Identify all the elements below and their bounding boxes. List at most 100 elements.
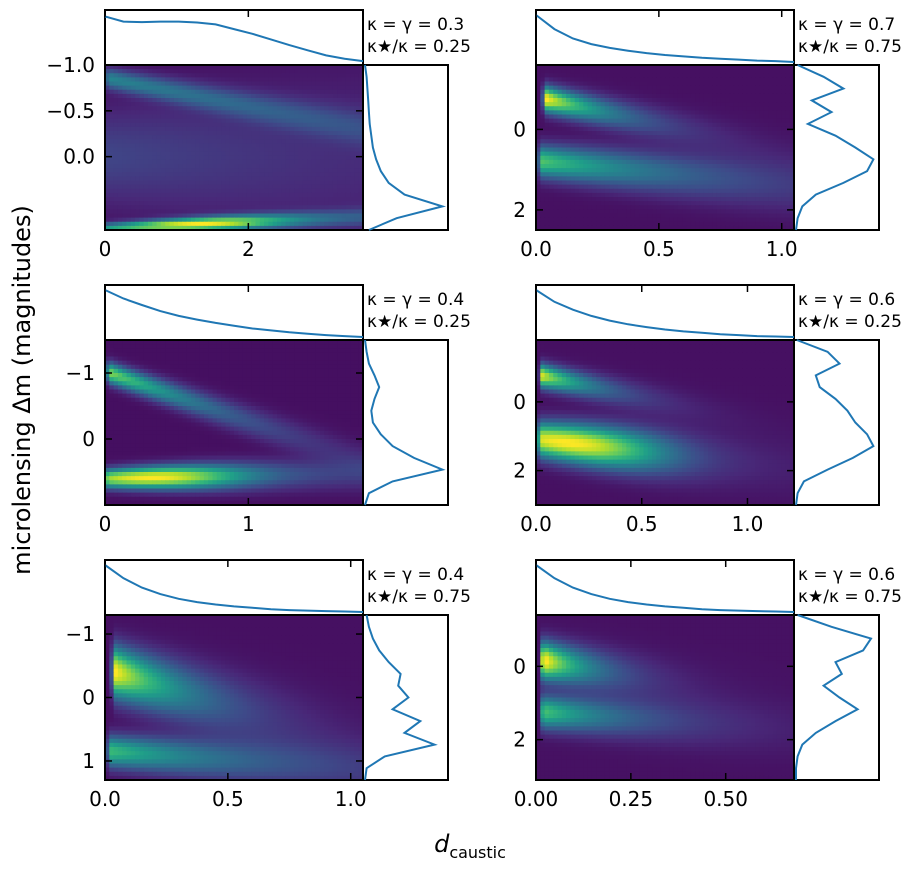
heatmap-cell — [733, 164, 739, 169]
heatmap-cell — [160, 118, 166, 124]
heatmap-cell — [354, 176, 360, 182]
heatmap-cell — [665, 151, 670, 157]
heatmap-cell — [251, 155, 257, 161]
heatmap-cell — [570, 147, 576, 153]
heatmap-cell — [660, 151, 666, 157]
heatmap-cell — [583, 89, 589, 95]
heatmap-cell — [789, 205, 795, 210]
heatmap-cell — [738, 89, 743, 95]
heatmap-cell — [117, 201, 123, 206]
heatmap-cell — [574, 102, 580, 107]
heatmap-cell — [212, 106, 218, 111]
heatmap-cell — [566, 188, 571, 194]
heatmap-cell — [251, 151, 257, 157]
heatmap-cell — [148, 205, 153, 210]
heatmap-cell — [212, 69, 218, 74]
heatmap-cell — [686, 155, 692, 161]
heatmap-cell — [716, 221, 722, 227]
heatmap-cell — [759, 69, 765, 74]
heatmap-cell — [609, 89, 614, 95]
heatmap-cell — [195, 73, 201, 78]
heatmap-cell — [225, 81, 231, 87]
heatmap-cell — [763, 65, 769, 70]
heatmap-cell — [720, 201, 726, 206]
heatmap-cell — [673, 98, 679, 103]
heatmap-cell — [143, 205, 149, 210]
heatmap-cell — [234, 168, 239, 173]
heatmap-cell — [587, 85, 593, 91]
heatmap-cell — [173, 205, 179, 210]
heatmap-cell — [686, 188, 692, 194]
heatmap-cell — [673, 155, 679, 161]
heatmap-cell — [772, 98, 778, 103]
heatmap-cell — [669, 106, 675, 111]
heatmap-cell — [712, 213, 718, 219]
heatmap-cell — [695, 164, 700, 169]
heatmap-cell — [285, 102, 291, 107]
heatmap-cell — [234, 114, 239, 120]
heatmap-cell — [647, 192, 653, 198]
heatmap-cell — [600, 93, 606, 99]
heatmap-cell — [755, 77, 761, 83]
heatmap-cell — [160, 85, 166, 91]
heatmap-cell — [561, 155, 567, 161]
heatmap-cell — [130, 159, 136, 165]
heatmap-cell — [746, 98, 752, 103]
heatmap-cell — [789, 98, 795, 103]
heatmap-cell — [561, 114, 567, 120]
heatmap-cell — [307, 340, 312, 345]
heatmap-cell — [238, 139, 244, 144]
heatmap-cell — [307, 81, 312, 87]
heatmap-cell — [221, 344, 226, 349]
heatmap-cell — [199, 81, 205, 87]
heatmap-cell — [703, 164, 709, 169]
heatmap-cell — [690, 122, 696, 128]
heatmap-cell — [285, 192, 291, 198]
heatmap-cell — [755, 118, 761, 124]
heatmap-cell — [772, 155, 778, 161]
heatmap-cell — [776, 172, 782, 177]
heatmap-cell — [130, 176, 136, 182]
heatmap-cell — [311, 197, 317, 202]
heatmap-cell — [281, 180, 287, 186]
heatmap-cell — [652, 184, 657, 190]
heatmap-cell — [289, 184, 295, 190]
heatmap-cell — [302, 139, 308, 144]
heatmap-cell — [548, 176, 554, 182]
heatmap-cell — [221, 184, 226, 190]
heatmap-cell — [311, 155, 317, 161]
heatmap-cell — [191, 122, 196, 128]
heatmap-cell — [165, 102, 171, 107]
heatmap-cell — [315, 98, 321, 103]
heatmap-cell — [350, 172, 355, 177]
heatmap-cell — [772, 213, 778, 219]
heatmap-cell — [544, 188, 550, 194]
heatmap-cell — [294, 209, 300, 215]
heatmap-cell — [337, 168, 343, 173]
heatmap-cell — [289, 85, 295, 91]
y-tick-label: −0.5 — [46, 99, 95, 123]
heatmap-cell — [212, 172, 218, 177]
heatmap-cell — [591, 197, 597, 202]
heatmap-cell — [165, 93, 171, 99]
heatmap-cell — [277, 184, 282, 190]
heatmap-cell — [639, 77, 645, 83]
right-marginal-curve — [364, 64, 447, 231]
heatmap-cell — [242, 217, 248, 223]
heatmap-cell — [186, 159, 192, 165]
heatmap-cell — [186, 89, 192, 95]
heatmap-cell — [639, 172, 645, 177]
heatmap-cell — [152, 340, 158, 345]
heatmap-cell — [609, 184, 614, 190]
heatmap-cell — [669, 65, 675, 70]
heatmap-cell — [113, 164, 119, 169]
heatmap-cell — [600, 155, 606, 161]
heatmap-cell — [738, 180, 743, 186]
heatmap-cell — [656, 73, 662, 78]
heatmap-cell — [733, 126, 739, 132]
heatmap-cell — [561, 221, 567, 227]
heatmap-cell — [596, 89, 602, 95]
heatmap-cell — [160, 77, 166, 83]
heatmap-cell — [152, 176, 158, 182]
heatmap-cell — [540, 77, 546, 83]
